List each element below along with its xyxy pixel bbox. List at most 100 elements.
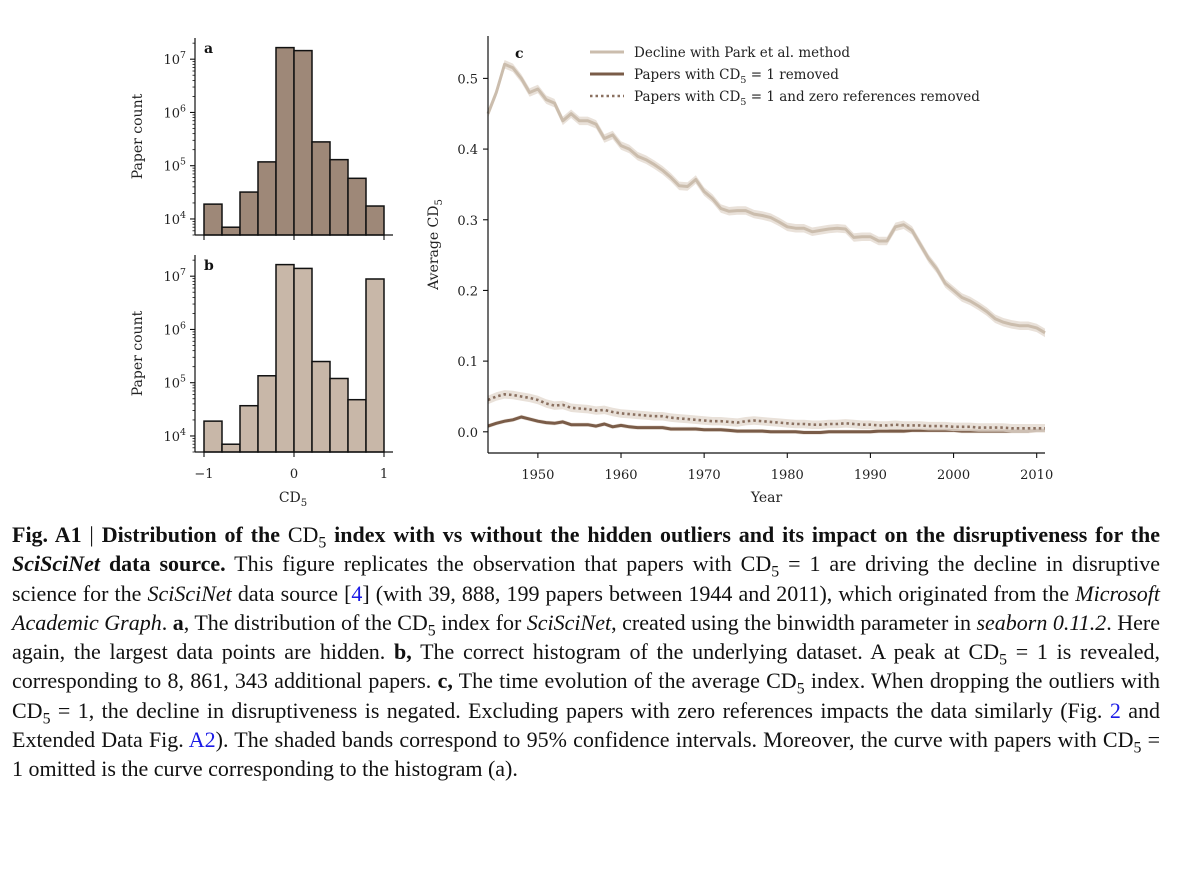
hist-b-bar: [221, 443, 241, 453]
caption-segment: 5: [1133, 739, 1142, 757]
caption-segment: . Here again, the largest data points ar…: [12, 609, 1161, 665]
caption-segment: CD: [287, 522, 319, 547]
figure: 104 105 106 107 Paper count a 104 105 106 107 −1 0 1…: [130, 36, 1053, 509]
caption-segment: |: [81, 522, 102, 547]
caption-reference-link[interactable]: 2: [1109, 697, 1121, 723]
line-series-0: [486, 62, 1046, 335]
hist-b-bar: [275, 263, 295, 453]
hist-b-y-tick-label: 104: [164, 427, 187, 445]
hist-b-y-tick-label: 107: [164, 267, 187, 285]
caption-segment: a: [172, 609, 184, 635]
line-x-tick-label: 1980: [771, 468, 804, 483]
caption-segment: ). The shaded bands correspond to 95% co…: [215, 727, 1134, 753]
hist-b-x-tick-label: −1: [194, 467, 213, 482]
caption-segment: This figure replicates the observation t…: [225, 551, 772, 577]
hist-a-y-tick-label: 106: [164, 103, 187, 121]
line-y-tick-label: 0.4: [457, 143, 478, 158]
hist-a-y-tick-label: 105: [164, 157, 187, 175]
caption-segment: 5: [796, 680, 805, 698]
hist-a-bar: [257, 161, 277, 236]
caption-segment: The time evolution of the average CD: [452, 668, 797, 694]
caption-segment: SciSciNet: [12, 551, 100, 577]
hist-b-bar: [329, 377, 349, 453]
line-series-2: [487, 393, 1045, 430]
hist-b-bar: [239, 404, 259, 453]
caption-segment: 5: [42, 710, 51, 728]
line-y-tick-label: 0.0: [457, 426, 478, 441]
hist-b-x-tick-label: 0: [290, 467, 298, 482]
line-x-tick-label: 1950: [521, 468, 554, 483]
hist-b-bar: [365, 278, 385, 453]
hist-a-bar: [275, 46, 295, 236]
caption-segment: 5: [318, 534, 327, 552]
line-y-tick-label: 0.5: [457, 72, 478, 87]
caption-segment: index. When dropping the outliers with C…: [12, 668, 1160, 723]
hist-b-bar: [293, 267, 313, 453]
line-y-tick-label: 0.2: [457, 284, 478, 299]
legend-label-2: Papers with CD5 = 1 and zero references …: [634, 89, 980, 108]
hist-b-bar: [257, 375, 277, 453]
line-x-tick-label: 1970: [688, 468, 721, 483]
hist-a-bar: [293, 49, 313, 236]
hist-a-bar: [203, 203, 223, 236]
caption-segment: = 1, the decline in disruptiveness is ne…: [50, 697, 1110, 723]
caption-segment: Fig. A1: [12, 522, 82, 547]
hist-a-y-tick-label: 104: [164, 210, 187, 228]
caption-segment: 5: [771, 563, 780, 581]
hist-a-bar: [347, 177, 367, 236]
hist-b-bar: [311, 360, 331, 453]
caption-segment: ] (with 39, 888, 199 papers between 1944…: [362, 580, 1076, 606]
hist-a-bar: [239, 191, 259, 236]
caption-segment: = 1 is revealed, corresponding to 8, 861…: [12, 639, 1160, 694]
hist-b-y-tick-label: 106: [164, 320, 187, 338]
caption-segment: Distribution of the: [101, 522, 288, 547]
hist-a-panel-letter: a: [204, 41, 213, 57]
hist-b-y-label: Paper count: [130, 310, 146, 396]
caption-segment: Microsoft Academic Graph: [12, 580, 1160, 635]
hist-a-bar: [365, 205, 385, 236]
hist-b-y-tick-label: 105: [164, 374, 187, 392]
line-y-label: Average CD5: [426, 199, 445, 291]
line-band-2: [488, 390, 1045, 433]
legend-label-1: Papers with CD5 = 1 removed: [634, 67, 839, 86]
caption-segment: index for: [435, 609, 527, 635]
caption-segment: , The distribution of the CD: [183, 609, 428, 635]
figure-svg: 104 105 106 107 Paper count a 104 105 106 107 −1 0 1…: [130, 36, 1053, 509]
hist-a-y-label: Paper count: [130, 93, 146, 179]
line-x-tick-label: 1960: [604, 468, 637, 483]
caption-segment: b,: [394, 639, 412, 665]
caption-segment: .: [161, 609, 173, 635]
line-x-tick-label: 1990: [854, 468, 887, 483]
figure-caption: Fig. A1 | Distribution of the CD5 index …: [12, 520, 1160, 784]
hist-b-bar: [347, 398, 367, 453]
caption-segment: SciSciNet: [526, 609, 612, 635]
caption-segment: = 1 omitted is the curve corresponding t…: [12, 727, 1160, 782]
caption-segment: data source [: [231, 580, 352, 606]
caption-reference-link[interactable]: 4: [351, 580, 363, 606]
hist-b-panel-letter: b: [204, 258, 214, 274]
hist-x-label: CD5: [279, 490, 307, 509]
legend-label-0: Decline with Park et al. method: [634, 45, 850, 61]
hist-a-y-tick-label: 107: [164, 50, 187, 68]
hist-b-bar: [203, 420, 223, 453]
caption-reference-link[interactable]: A2: [188, 727, 216, 753]
line-y-tick-label: 0.3: [457, 214, 478, 229]
caption-segment: c,: [437, 668, 453, 694]
caption-segment: and Extended Data Fig.: [12, 697, 1160, 753]
caption-segment: = 1 are driving the decline in disruptiv…: [12, 551, 1160, 606]
line-x-label: Year: [750, 490, 783, 506]
caption-segment: index with vs without the hidden outlier…: [326, 522, 1161, 547]
caption-segment: 5: [427, 622, 436, 640]
line-panel-letter: c: [515, 46, 524, 62]
line-x-tick-label: 2000: [937, 468, 970, 483]
caption-segment: SciSciNet: [147, 580, 232, 606]
hist-a-bar: [221, 226, 241, 236]
hist-a-bar: [329, 158, 349, 236]
caption-segment: 5: [999, 651, 1008, 669]
hist-b-x-tick-label: 1: [380, 467, 388, 482]
caption-segment: The correct histogram of the underlying …: [411, 639, 1000, 665]
caption-segment: data source.: [100, 551, 226, 577]
caption-segment: seaborn 0.11.2: [976, 609, 1107, 635]
line-y-tick-label: 0.1: [457, 355, 478, 370]
caption-segment: , created using the binwidth parameter i…: [611, 609, 977, 635]
